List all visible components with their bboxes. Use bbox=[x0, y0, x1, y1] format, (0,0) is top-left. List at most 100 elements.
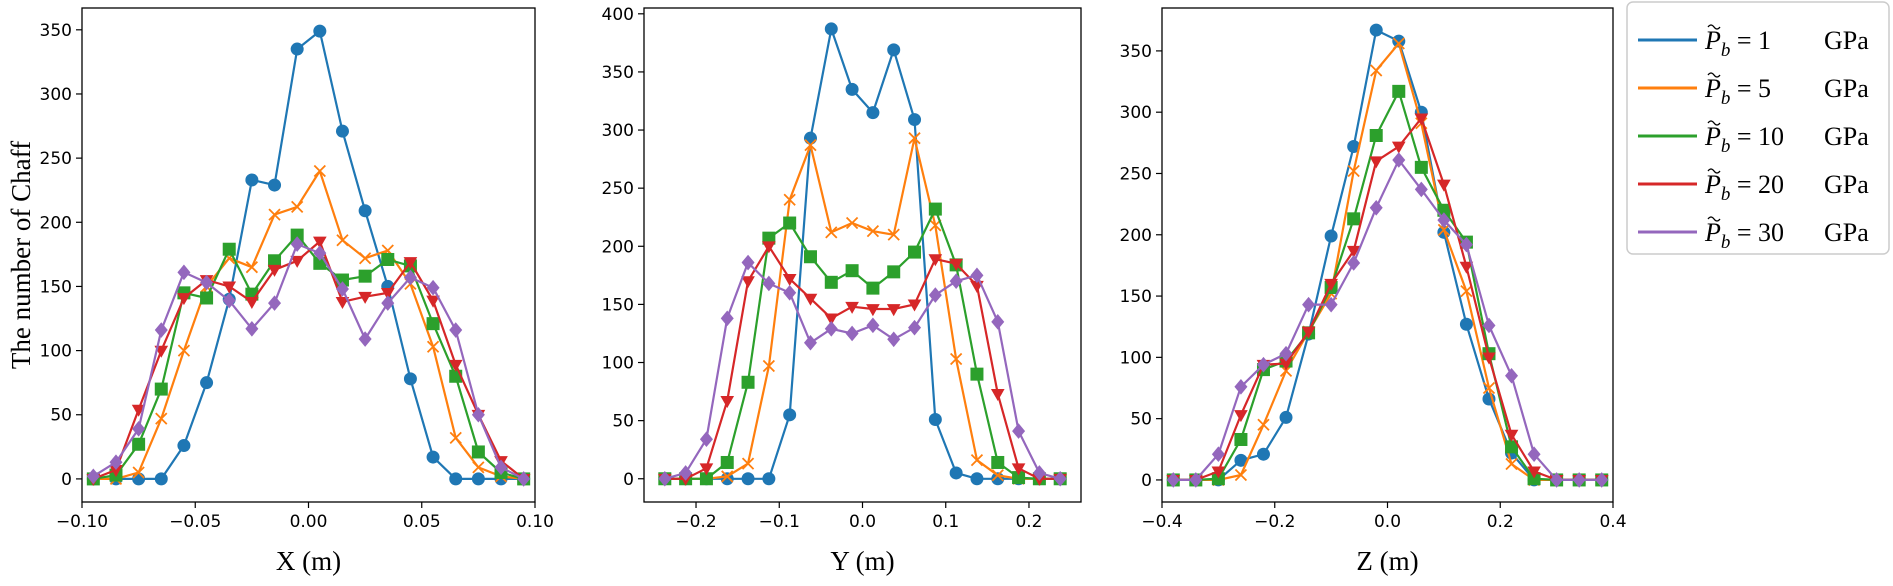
x-tick-label: −0.10 bbox=[56, 512, 108, 532]
data-point bbox=[200, 274, 214, 291]
data-point bbox=[783, 408, 797, 422]
data-point bbox=[928, 412, 942, 426]
data-point bbox=[1437, 179, 1451, 192]
data-point bbox=[1391, 141, 1406, 154]
data-point bbox=[471, 472, 485, 486]
data-point bbox=[358, 331, 372, 347]
legend-frame bbox=[1626, 1, 1890, 255]
tilde-accent bbox=[1707, 120, 1721, 126]
data-point bbox=[1256, 447, 1270, 461]
y-tick-label: 150 bbox=[602, 295, 634, 315]
y-tick-label: 150 bbox=[40, 277, 72, 297]
legend-label: Pb = 1 bbox=[1704, 26, 1771, 61]
data-point bbox=[403, 257, 418, 270]
data-point bbox=[1234, 378, 1248, 395]
data-point bbox=[970, 472, 984, 486]
data-point bbox=[824, 313, 839, 326]
y-tick-label: 250 bbox=[602, 179, 634, 199]
data-point bbox=[1189, 472, 1203, 488]
data-point bbox=[1414, 181, 1428, 198]
data-point bbox=[991, 314, 1005, 330]
data-point bbox=[1279, 345, 1293, 362]
data-point bbox=[222, 292, 236, 309]
data-point bbox=[1369, 200, 1383, 216]
data-point bbox=[426, 317, 440, 331]
legend-label: Pb = 20 bbox=[1704, 170, 1784, 205]
data-point bbox=[1032, 465, 1046, 481]
data-point bbox=[928, 254, 943, 267]
y-tick-label: 350 bbox=[602, 63, 634, 83]
data-point bbox=[887, 331, 901, 348]
data-point bbox=[471, 445, 485, 459]
data-point bbox=[335, 281, 349, 297]
data-point bbox=[720, 396, 735, 409]
data-point bbox=[1392, 152, 1406, 168]
data-point bbox=[290, 42, 304, 56]
tilde-accent bbox=[1707, 216, 1721, 222]
data-point bbox=[741, 457, 755, 470]
data-point bbox=[991, 455, 1005, 469]
data-point bbox=[970, 267, 984, 284]
data-point bbox=[950, 352, 963, 366]
data-point bbox=[803, 293, 818, 306]
data-point bbox=[313, 236, 327, 249]
data-point bbox=[782, 273, 797, 286]
data-point bbox=[762, 275, 776, 292]
data-point bbox=[741, 276, 755, 289]
data-point bbox=[762, 241, 776, 254]
series-line bbox=[92, 243, 525, 480]
data-point bbox=[1527, 466, 1541, 479]
data-point bbox=[245, 296, 259, 309]
data-point bbox=[358, 269, 372, 283]
legend-entry-2: Pb = 5 GPa bbox=[1638, 72, 1869, 109]
data-point bbox=[154, 382, 168, 396]
data-point bbox=[928, 202, 942, 216]
data-point bbox=[1166, 472, 1180, 488]
x-tick-label: 0.0 bbox=[1374, 512, 1401, 532]
data-point bbox=[908, 245, 922, 259]
data-point bbox=[1392, 34, 1406, 48]
data-point bbox=[1279, 410, 1293, 424]
data-point bbox=[762, 472, 776, 486]
series-line bbox=[92, 240, 525, 480]
data-point bbox=[1324, 229, 1338, 243]
y-tick-label: 300 bbox=[1120, 103, 1152, 123]
data-point bbox=[1392, 84, 1406, 98]
y-tick-label: 150 bbox=[1120, 287, 1152, 307]
data-point bbox=[720, 310, 734, 327]
data-point bbox=[1505, 457, 1518, 471]
x-tick-label: −0.05 bbox=[169, 512, 221, 532]
data-point bbox=[268, 295, 282, 311]
data-point bbox=[403, 372, 417, 386]
y-tick-label: 0 bbox=[1141, 471, 1152, 491]
data-point bbox=[990, 389, 1005, 402]
data-point bbox=[1234, 468, 1248, 482]
data-point bbox=[1414, 160, 1428, 174]
data-point bbox=[517, 471, 531, 487]
legend-entry-4: Pb = 20 GPa bbox=[1638, 168, 1869, 205]
data-point bbox=[1370, 64, 1383, 77]
legend-unit: GPa bbox=[1824, 218, 1869, 247]
legend-label: Pb = 30 bbox=[1704, 218, 1784, 253]
x-axis-label: Z (m) bbox=[1356, 546, 1418, 576]
y-tick-label: 350 bbox=[1120, 42, 1152, 62]
x-tick-label: −0.2 bbox=[675, 512, 716, 532]
data-point bbox=[449, 472, 463, 486]
y-tick-label: 200 bbox=[1120, 226, 1152, 246]
x-axis-label: Y (m) bbox=[830, 546, 894, 576]
data-point bbox=[845, 216, 859, 230]
data-point bbox=[762, 231, 776, 245]
data-point bbox=[824, 321, 838, 337]
data-point bbox=[1279, 358, 1293, 371]
x-tick-label: 0.4 bbox=[1599, 512, 1626, 532]
data-point bbox=[1437, 223, 1451, 237]
data-point bbox=[699, 463, 714, 476]
x-tick-label: 0.1 bbox=[932, 512, 959, 532]
data-point bbox=[268, 178, 282, 192]
series-3 bbox=[1166, 84, 1609, 487]
data-point bbox=[291, 200, 304, 214]
data-point bbox=[290, 228, 304, 242]
data-point bbox=[824, 22, 838, 36]
data-point bbox=[222, 242, 236, 256]
